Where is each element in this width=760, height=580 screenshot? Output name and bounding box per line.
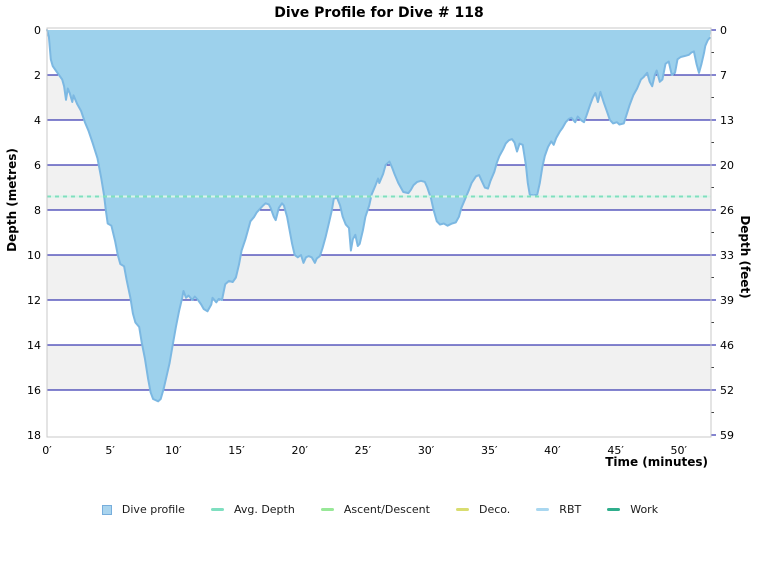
x-tick-label: 45′: [607, 444, 624, 457]
legend-item-deco-: Deco.: [455, 503, 511, 516]
x-tick-label: 5′: [105, 444, 115, 457]
y-axis-label-feet: Depth (feet): [738, 215, 752, 299]
x-tick-label: 0′: [42, 444, 52, 457]
x-tick-label: 10′: [165, 444, 182, 457]
legend-marker-icon: [101, 504, 112, 515]
legend-item-avg-depth: Avg. Depth: [210, 503, 295, 516]
legend-label: RBT: [559, 503, 582, 516]
y-right-tick-label: 46: [720, 339, 734, 352]
y-right-tick-label: 52: [720, 384, 734, 397]
y-left-tick-label: 16: [27, 384, 41, 397]
dive-profile-line: [46, 29, 711, 403]
y-left-tick-label: 8: [34, 204, 41, 217]
y-left-tick-label: 6: [34, 159, 41, 172]
x-tick-label: 25′: [355, 444, 372, 457]
x-axis-label: Time (minutes): [605, 455, 708, 469]
y-right-tick-label: 20: [720, 159, 734, 172]
legend-marker-icon: [607, 508, 621, 511]
legend-marker-icon: [320, 508, 334, 511]
y-left-tick-label: 0: [34, 24, 41, 37]
legend-label: Avg. Depth: [233, 503, 295, 516]
y-right-tick-label: 33: [720, 249, 734, 262]
dive-profile-area: [47, 30, 711, 402]
x-tick-label: 30′: [418, 444, 435, 457]
y-right-tick-label: 59: [720, 429, 734, 442]
legend-label: Ascent/Descent: [343, 503, 430, 516]
y-right-tick-label: 0: [720, 24, 727, 37]
legend-label: Deco.: [478, 503, 511, 516]
x-tick-label: 50′: [671, 444, 688, 457]
dive-profile-chart: 0 0 2 7 4 13 6 20 8 26 10 33 12 39 14 46 16 52 18 59 0′ 5′ 10′…: [27, 24, 734, 457]
legend-marker-icon: [455, 508, 469, 511]
legend-item-ascent-descent: Ascent/Descent: [320, 503, 430, 516]
x-tick-label: 20′: [291, 444, 308, 457]
x-tick-label: 40′: [544, 444, 561, 457]
y-left-tick-label: 2: [34, 69, 41, 82]
y-right-tick-label: 39: [720, 294, 734, 307]
y-left-tick-label: 4: [34, 114, 41, 127]
y-left-tick-label: 10: [27, 249, 41, 262]
legend-marker-icon: [210, 508, 224, 511]
plot-border: [46, 27, 712, 438]
y-right-tick-label: 26: [720, 204, 734, 217]
x-tick-label: 35′: [481, 444, 498, 457]
legend-label: Dive profile: [121, 503, 185, 516]
y-right-tick-label: 7: [720, 69, 727, 82]
y-right-tick-label: 13: [720, 114, 734, 127]
legend-item-rbt: RBT: [536, 503, 581, 516]
x-tick-label: 15′: [228, 444, 245, 457]
y-axis-label-metres: Depth (metres): [5, 148, 19, 252]
depth-band: [47, 390, 711, 437]
legend-item-work: Work: [607, 503, 658, 516]
legend-label: Work: [630, 503, 659, 516]
legend-marker-icon: [536, 508, 550, 511]
legend: Dive profile Avg. Depth Ascent/Descent Deco…: [0, 503, 760, 516]
y-left-tick-label: 18: [27, 429, 41, 442]
legend-item-dive-profile: Dive profile: [101, 503, 185, 516]
y-left-tick-label: 14: [27, 339, 41, 352]
y-left-tick-label: 12: [27, 294, 41, 307]
chart-title: Dive Profile for Dive # 118: [274, 5, 484, 21]
